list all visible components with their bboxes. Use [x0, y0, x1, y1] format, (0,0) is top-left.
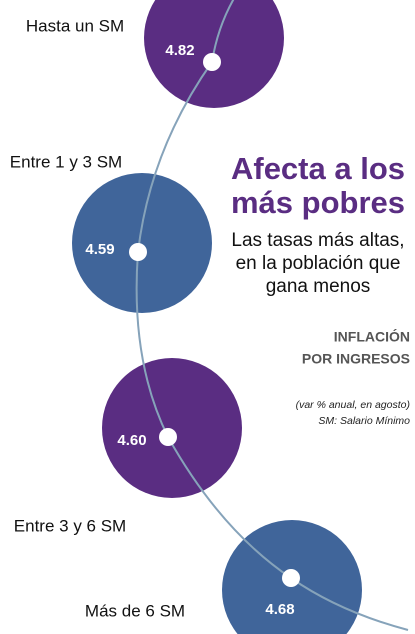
title-line: Afecta a los	[231, 151, 405, 186]
bubble	[102, 358, 242, 498]
heading-line: INFLACIÓN	[334, 328, 410, 345]
title-line: más pobres	[231, 185, 405, 220]
bubble-dot	[159, 428, 177, 446]
note: (var % anual, en agosto)	[296, 399, 410, 411]
bubble-dot	[203, 53, 221, 71]
category-label: Entre 3 y 6 SM	[14, 516, 126, 535]
bubble-dot	[129, 243, 147, 261]
category-label: Más de 6 SM	[85, 601, 185, 620]
value-label: 4.68	[265, 601, 294, 618]
subtitle-line: en la población que	[236, 253, 401, 274]
category-label: Hasta un SM	[26, 16, 124, 35]
subtitle-line: gana menos	[266, 276, 371, 297]
value-label: 4.82	[165, 42, 194, 59]
subtitle-line: Las tasas más altas,	[231, 230, 404, 251]
value-label: 4.59	[85, 241, 114, 258]
note: SM: Salario Mínimo	[318, 415, 410, 427]
bubble	[72, 173, 212, 313]
category-label: Entre 1 y 3 SM	[10, 152, 122, 171]
value-label: 4.60	[117, 432, 146, 449]
heading-line: POR INGRESOS	[302, 351, 410, 367]
bubble-dot	[282, 569, 300, 587]
